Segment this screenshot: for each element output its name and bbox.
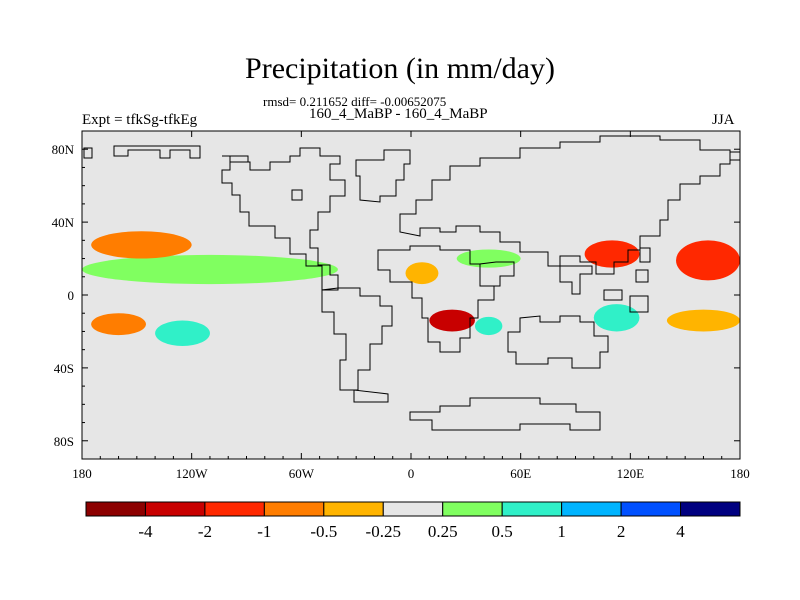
y-tick-label: 80S — [54, 434, 74, 449]
x-tick-label: 120W — [176, 466, 209, 481]
precip-east-asia-decrease — [584, 240, 640, 268]
colorbar-box — [144, 501, 206, 517]
precip-fields — [82, 231, 740, 347]
colorbar-label: -0.25 — [366, 522, 401, 541]
colorbar-label: 2 — [617, 522, 626, 541]
colorbar-box — [323, 501, 384, 517]
precip-maritime-continent-increase — [593, 304, 640, 332]
colorbar-label: -2 — [198, 522, 212, 541]
chart-title: Precipitation (in mm/day) — [245, 52, 555, 85]
precip-south-pacific-increase — [155, 320, 210, 347]
x-tick-label: 180 — [730, 466, 750, 481]
colorbar-box — [442, 501, 503, 517]
colorbar: -4 -2 -1 -0.5 -0.25 0.25 0.5 1 2 4 — [85, 501, 741, 541]
precip-southern-africa-decrease — [429, 309, 475, 332]
colorbar-label: 1 — [557, 522, 566, 541]
map-background — [82, 131, 740, 459]
colorbar-box — [501, 501, 563, 517]
colorbar-box — [561, 501, 622, 517]
colorbar-box — [204, 501, 265, 517]
season-label: JJA — [712, 112, 735, 128]
precip-north-pacific-midlatitude-decrease — [91, 231, 192, 259]
colorbar-label: 0.5 — [492, 522, 513, 541]
x-tick-label: 0 — [408, 466, 415, 481]
precip-east-africa-increase — [474, 316, 503, 336]
colorbar-label: -1 — [257, 522, 271, 541]
colorbar-box — [620, 501, 682, 517]
stats-line: rmsd= 0.211652 diff= -0.00652075 — [263, 94, 447, 109]
precip-west-africa-sahel-decrease — [405, 262, 439, 285]
colorbar-box — [680, 501, 741, 517]
colorbar-box — [263, 501, 325, 517]
y-tick-label: 80N — [52, 142, 75, 157]
colorbar-label: -4 — [138, 522, 153, 541]
x-tick-label: 60W — [289, 466, 315, 481]
colorbar-label: 0.25 — [428, 522, 458, 541]
precip-western-north-pacific-decrease — [676, 240, 740, 281]
precip-south-pacific-decrease — [91, 313, 146, 336]
precip-pacific-tropical-band-increase — [82, 254, 338, 285]
precip-arabia-india-increase — [456, 249, 521, 268]
y-tick-label: 40S — [54, 361, 74, 376]
y-tick-label: 0 — [68, 288, 75, 303]
colorbar-box — [382, 501, 444, 517]
case-line: 160_4_MaBP - 160_4_MaBP — [309, 106, 488, 122]
colorbar-label: -0.5 — [310, 522, 337, 541]
x-tick-label: 120E — [617, 466, 645, 481]
experiment-label: Expt = tfkSg-tfkEg — [82, 112, 198, 128]
precip-south-west-pacific-decrease — [666, 309, 740, 332]
colorbar-label: 4 — [676, 522, 685, 541]
colorbar-box — [85, 501, 146, 517]
x-tick-label: 60E — [510, 466, 531, 481]
coastlines — [83, 135, 740, 431]
x-tick-label: 180 — [72, 466, 92, 481]
y-tick-label: 40N — [52, 215, 75, 230]
axes: 180 120W 60W 0 60E 120E 180 80N 40N 0 40S 80S — [52, 130, 750, 481]
